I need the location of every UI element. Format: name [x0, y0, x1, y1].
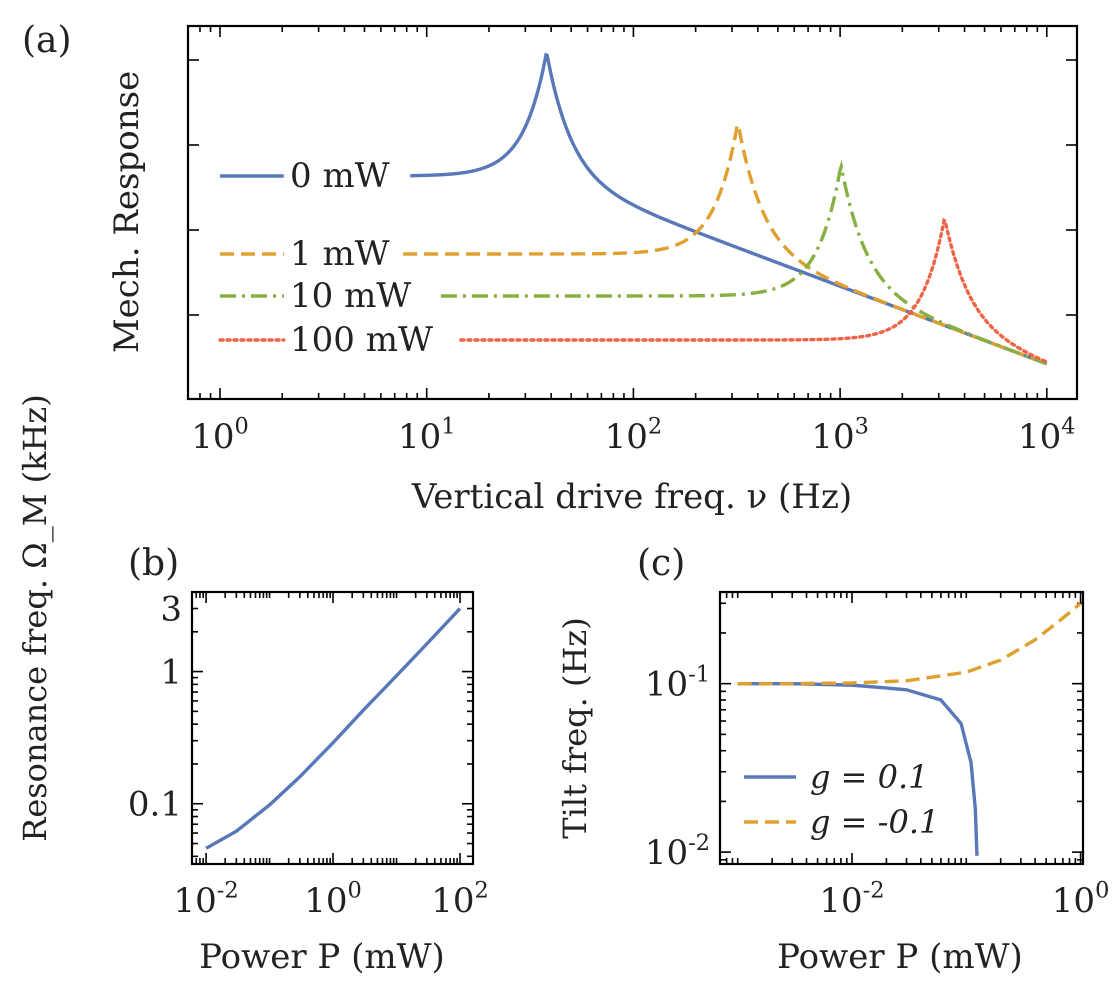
series-line-1mW-part1: [403, 121, 1048, 366]
panel-b-xtick-label: 100: [304, 878, 362, 921]
series-line-10mW-part1: [440, 159, 1048, 366]
axes-b-frame: [190, 590, 475, 866]
series-line-0mW-part1: [410, 52, 1048, 366]
y-axis-label-c: Tilt freq. (Hz): [556, 617, 594, 838]
panel-c-ytick-label: 10-1: [645, 661, 710, 704]
panel-b-ytick-label: 0.1: [128, 785, 182, 825]
panel-b-xtick-label: 102: [431, 878, 489, 921]
resonance-curve: [205, 607, 462, 850]
panel-b-ytick-label: 3: [160, 590, 182, 630]
x-axis-label-a: Vertical drive freq. ν (Hz): [411, 477, 852, 517]
x-axis-label-b: Power P (mW): [199, 937, 445, 977]
series-label-0mW: 0 mW: [290, 156, 390, 196]
series-line-100mW-part1: [459, 217, 1049, 364]
axes-a-frame: [186, 24, 1079, 401]
panel-a-xtick-label: 100: [191, 414, 249, 457]
panel-a-xtick-label: 103: [811, 414, 869, 457]
axes-c-frame: [718, 590, 1085, 866]
panel-a-xtick-label: 104: [1018, 414, 1076, 457]
series-label-100mW: 100 mW: [290, 320, 433, 360]
panel-label-a: (a): [22, 20, 72, 61]
legend-label-1: g = -0.1: [810, 803, 939, 841]
panel-label-b: (b): [128, 543, 179, 584]
panel-a-xtick-label: 102: [605, 414, 663, 457]
panel-a-xtick-label: 101: [398, 414, 456, 457]
tilt-curve-1: [737, 601, 1082, 686]
panel-label-c: (c): [637, 543, 685, 584]
y-axis-label-b: Resonance freq. Ω_M (kHz): [16, 394, 54, 842]
series-label-1mW: 1 mW: [290, 234, 390, 274]
legend-label-0: g = 0.1: [810, 758, 929, 796]
panel-b-ytick-label: 1: [160, 653, 182, 693]
panel-c-xtick-label: 100: [1052, 878, 1110, 921]
panel-b-xtick-label: 10-2: [174, 878, 239, 921]
x-axis-label-c: Power P (mW): [777, 937, 1023, 977]
y-axis-label-a: Mech. Response: [107, 71, 147, 353]
series-label-10mW: 10 mW: [290, 276, 411, 316]
panel-c-xtick-label: 10-2: [819, 878, 884, 921]
panel-c-ytick-label: 10-2: [645, 830, 710, 873]
